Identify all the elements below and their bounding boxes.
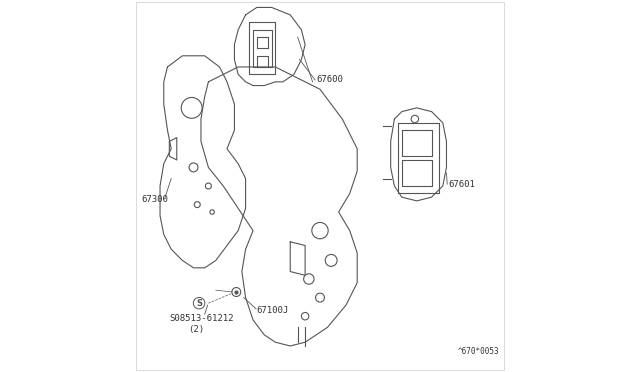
Text: (2): (2) — [188, 325, 204, 334]
Text: S: S — [196, 299, 202, 308]
Text: 67100J: 67100J — [257, 306, 289, 315]
Text: 67600: 67600 — [316, 76, 343, 84]
Text: ^670*0053: ^670*0053 — [458, 347, 499, 356]
Text: 67300: 67300 — [141, 195, 168, 203]
Text: S08513-61212: S08513-61212 — [170, 314, 234, 323]
Text: 67601: 67601 — [449, 180, 476, 189]
